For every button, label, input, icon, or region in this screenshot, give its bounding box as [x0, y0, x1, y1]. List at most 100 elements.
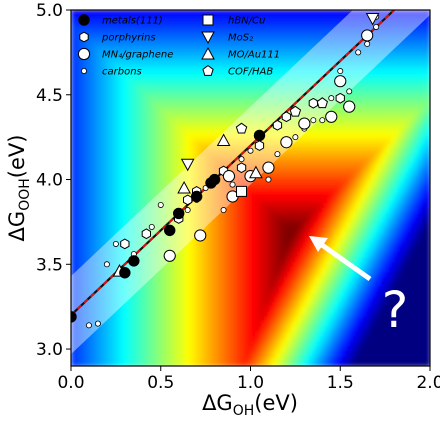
legend-item: metals(111): [78, 14, 163, 27]
data-point: [247, 147, 254, 154]
data-point: [180, 158, 195, 172]
y-tick-label: 4.5: [36, 86, 63, 106]
data-point: [148, 223, 155, 230]
data-point: [183, 194, 193, 206]
scaling-line-dash: [71, 10, 395, 316]
data-point: [361, 29, 374, 42]
plot-area: ? metals(111) porphyrins MN₄/graphene carbo…: [71, 10, 430, 366]
data-point: [289, 105, 302, 117]
legend-marker: [202, 14, 214, 26]
arrow-shaft: [320, 242, 372, 282]
data-point: [184, 207, 191, 214]
legend-item: MN₄/graphene: [77, 47, 173, 61]
y-tick-label: 5.0: [36, 1, 63, 21]
legend-marker: [201, 31, 215, 45]
legend-item: COF/HAB: [202, 64, 273, 78]
data-point: [208, 173, 221, 186]
legend-label: COF/HAB: [228, 67, 273, 78]
x-axis: 0.0 0.5 1.0 1.5 2.0: [57, 366, 440, 393]
y-axis-label-main: ΔG: [5, 211, 29, 242]
x-tick-label: 1.0: [237, 373, 264, 393]
legend-label: carbons: [102, 67, 142, 78]
data-point: [346, 88, 353, 95]
x-tick-label: 2.0: [416, 373, 440, 393]
legend-label: MO/Au111: [228, 50, 280, 61]
data-point: [262, 161, 275, 174]
legend-item: MoS₂: [201, 31, 253, 45]
data-point: [141, 228, 151, 240]
data-point: [319, 117, 326, 124]
data-point: [163, 249, 176, 262]
legend-item: carbons: [81, 67, 142, 78]
data-point: [157, 201, 164, 208]
data-point: [173, 207, 185, 220]
y-axis-label-unit: (eV): [5, 135, 29, 179]
data-point: [316, 97, 328, 109]
data-point: [220, 207, 227, 214]
x-axis-label-unit: (eV): [254, 391, 298, 415]
data-point: [355, 49, 362, 56]
data-point: [280, 136, 293, 149]
x-tick-label: 0.5: [147, 373, 174, 393]
x-axis-label: ΔGOH(eV): [202, 391, 298, 419]
data-point: [265, 176, 272, 183]
data-point: [236, 162, 247, 174]
annotation-arrow: [309, 236, 372, 282]
legend-label: hBN/Cu: [228, 16, 265, 27]
x-tick-label: 1.5: [327, 373, 354, 393]
question-mark-annotation: ?: [382, 281, 409, 339]
data-point: [281, 111, 292, 123]
legend-marker: [81, 68, 88, 75]
data-point: [364, 40, 371, 47]
data-point: [254, 140, 265, 151]
data-point: [112, 240, 119, 247]
data-point: [120, 238, 130, 250]
x-axis-label-main: ΔG: [202, 391, 233, 415]
data-point: [335, 92, 345, 104]
data-point: [229, 181, 236, 188]
legend: metals(111) porphyrins MN₄/graphene carbons…: [77, 14, 280, 78]
series-mos-: [180, 13, 380, 172]
data-point: [308, 97, 318, 109]
data-point: [94, 320, 101, 327]
data-point: [194, 229, 207, 242]
legend-label: porphyrins: [101, 33, 156, 44]
data-point: [222, 170, 236, 183]
y-tick-label: 3.5: [36, 255, 63, 275]
legend-item: porphyrins: [79, 31, 156, 44]
y-axis-label-sub: OOH: [17, 178, 33, 211]
data-point: [365, 13, 380, 26]
y-tick-label: 3.0: [36, 340, 63, 360]
data-point: [373, 23, 380, 30]
data-point: [177, 180, 191, 194]
data-point: [119, 267, 131, 279]
scaling-line-layer: [71, 10, 395, 316]
data-point: [236, 185, 248, 197]
legend-marker: [78, 14, 90, 26]
x-tick-label: 0.0: [57, 373, 84, 393]
arrow-head: [309, 236, 328, 252]
legend-item: MO/Au111: [201, 46, 280, 61]
series-metals-111-: [71, 129, 266, 323]
data-point: [253, 129, 266, 142]
data-point: [238, 156, 245, 163]
data-point: [337, 68, 344, 75]
series-hbn-cu: [236, 185, 248, 197]
data-point: [298, 117, 311, 130]
data-point: [343, 100, 356, 113]
legend-item: hBN/Cu: [202, 14, 265, 27]
data-point: [274, 151, 281, 158]
data-points: [71, 13, 380, 329]
y-tick-label: 4.0: [36, 171, 63, 191]
legend-marker: [201, 46, 215, 60]
legend-label: MoS₂: [228, 33, 253, 44]
data-point: [164, 224, 176, 237]
legend-marker: [77, 47, 91, 61]
data-point: [128, 255, 140, 267]
data-point: [103, 261, 110, 268]
data-point: [249, 165, 263, 179]
data-point: [190, 190, 203, 203]
legend-marker: [202, 64, 214, 76]
data-point: [272, 119, 283, 131]
